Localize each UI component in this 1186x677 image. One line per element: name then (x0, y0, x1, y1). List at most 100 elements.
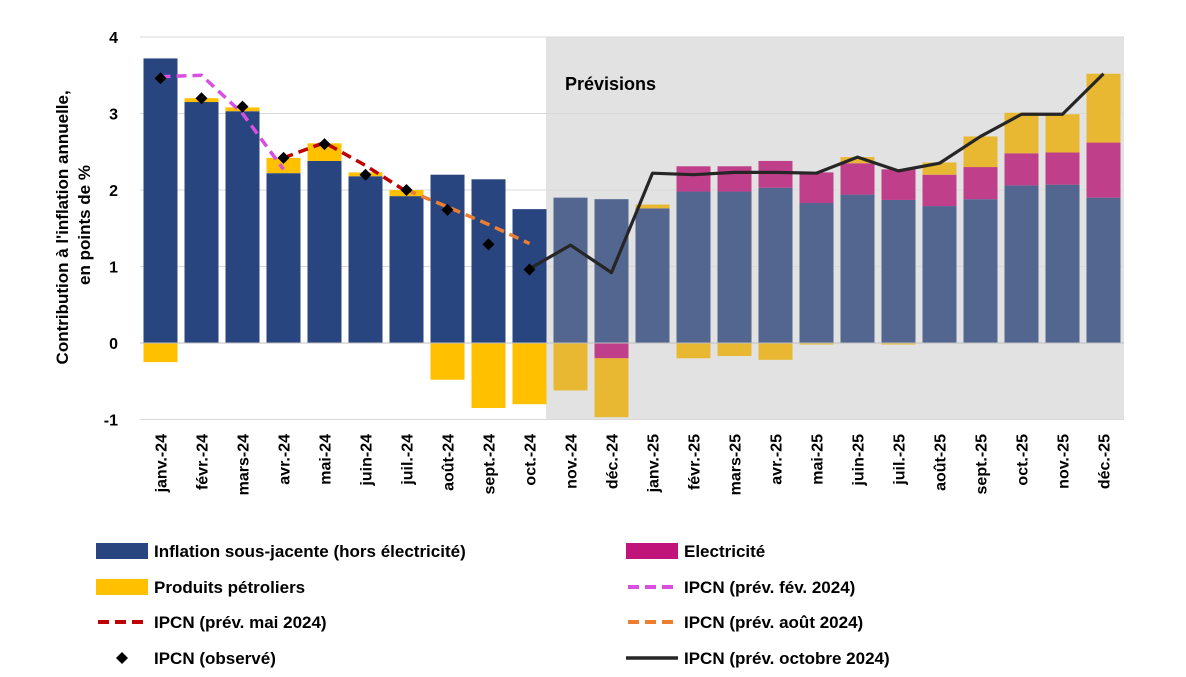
bar-petroleum (1004, 112, 1039, 154)
bar-core (266, 173, 301, 343)
bar-electricity (922, 174, 957, 207)
x-tick-labels: janv.-24 févr.-24 mars-24 avr.-24 mai-24 juin… (154, 434, 1114, 495)
bar-core (430, 174, 465, 343)
x-tick-label: mars-25 (728, 434, 745, 495)
bar-petroleum (266, 157, 301, 174)
y-tick-labels: -1 0 1 2 3 4 (104, 30, 118, 430)
bar-electricity (717, 166, 752, 192)
legend-label: IPCN (observé) (154, 649, 276, 668)
bar-petroleum (512, 343, 547, 405)
bar-petroleum (758, 343, 793, 360)
x-tick-label: nov.-24 (564, 434, 581, 489)
x-tick-label: janv.-24 (154, 434, 171, 494)
bar-petroleum (143, 343, 178, 363)
bar-core (1045, 184, 1080, 343)
legend-swatch-observed (116, 652, 128, 664)
x-tick-label: avr.-25 (769, 434, 786, 485)
y-tick-label: 0 (109, 336, 118, 353)
bar-electricity (594, 343, 629, 359)
observed-point (359, 168, 372, 181)
x-tick-label: nov.-25 (1056, 434, 1073, 489)
bar-petroleum (799, 343, 834, 345)
bars (143, 58, 1121, 418)
bar-core (1086, 197, 1121, 343)
legend-label: IPCN (prév. août 2024) (684, 613, 863, 632)
observed-point (482, 238, 495, 251)
bar-core (143, 58, 178, 344)
x-tick-label: févr.-25 (687, 434, 704, 490)
forecast-lines (160, 72, 1105, 275)
bar-electricity (963, 167, 998, 200)
y-axis-label: Contribution à l'inflation annuelle, en … (53, 86, 94, 365)
bar-petroleum (471, 343, 506, 409)
x-tick-label: juin-25 (851, 434, 868, 487)
y-axis-label-line-2: en points de % (75, 165, 94, 285)
bar-core (840, 194, 875, 343)
legend-swatch-electricity (626, 543, 678, 559)
bar-core (881, 199, 916, 343)
series-line-prev_oct (528, 72, 1105, 275)
bar-core (553, 197, 588, 343)
y-tick-label: -1 (104, 413, 118, 430)
bar-core (471, 179, 506, 343)
y-tick-label: 3 (109, 107, 118, 124)
bar-core (389, 196, 424, 343)
bar-core (963, 199, 998, 343)
y-tick-label: 4 (109, 30, 118, 47)
bar-core (799, 203, 834, 343)
x-tick-label: avr.-24 (277, 434, 294, 485)
series-line-prev_aug (405, 188, 531, 246)
x-tick-label: oct.-25 (1015, 434, 1032, 486)
legend-swatch-petroleum (96, 579, 148, 595)
bar-petroleum (676, 343, 711, 359)
x-tick-label: oct.-24 (523, 434, 540, 486)
x-tick-label: août-25 (933, 434, 950, 491)
bar-electricity (1086, 142, 1121, 198)
bar-core (184, 102, 219, 344)
x-tick-label: juil.-24 (400, 434, 417, 486)
bar-core (676, 191, 711, 343)
observed-point (523, 263, 536, 276)
bar-core (635, 208, 670, 343)
bar-petroleum (881, 343, 916, 345)
x-tick-label: déc.-24 (605, 434, 622, 489)
bar-petroleum (717, 343, 752, 357)
bar-petroleum (553, 343, 588, 391)
x-tick-label: mars-24 (236, 434, 253, 495)
bar-petroleum (635, 204, 670, 209)
bar-core (512, 209, 547, 343)
legend: Inflation sous-jacente (hors électricité… (96, 542, 890, 668)
forecast-label: Prévisions (565, 74, 656, 94)
observed-point (400, 184, 413, 196)
x-tick-label: mai-24 (318, 434, 335, 485)
legend-label: Electricité (684, 542, 765, 561)
legend-label: IPCN (prév. mai 2024) (154, 613, 327, 632)
bar-core (1004, 185, 1039, 343)
observed-point (236, 100, 249, 113)
x-tick-label: janv.-25 (646, 434, 663, 494)
y-tick-label: 2 (109, 183, 118, 200)
legend-label: Inflation sous-jacente (hors électricité… (154, 542, 466, 561)
bar-core (758, 187, 793, 343)
bar-core (225, 111, 260, 343)
x-tick-label: juin-24 (359, 434, 376, 487)
bar-electricity (799, 172, 834, 204)
x-tick-label: mai-25 (810, 434, 827, 485)
legend-label: Produits pétroliers (154, 578, 305, 597)
legend-label: IPCN (prév. octobre 2024) (684, 649, 890, 668)
bar-petroleum (963, 136, 998, 168)
x-tick-label: sept.-24 (482, 434, 499, 495)
observed-markers (154, 72, 536, 276)
observed-point (154, 72, 167, 85)
bar-electricity (1045, 152, 1080, 185)
bar-core (348, 176, 383, 343)
x-tick-label: déc.-25 (1097, 434, 1114, 489)
legend-label: IPCN (prév. fév. 2024) (684, 578, 855, 597)
legend-swatch-core (96, 543, 148, 559)
gridlines (140, 36, 1124, 420)
bar-core (922, 206, 957, 343)
y-tick-label: 1 (109, 260, 118, 277)
bar-petroleum (1045, 114, 1080, 153)
bar-petroleum (840, 157, 875, 164)
series-line-prev_feb (160, 73, 285, 171)
